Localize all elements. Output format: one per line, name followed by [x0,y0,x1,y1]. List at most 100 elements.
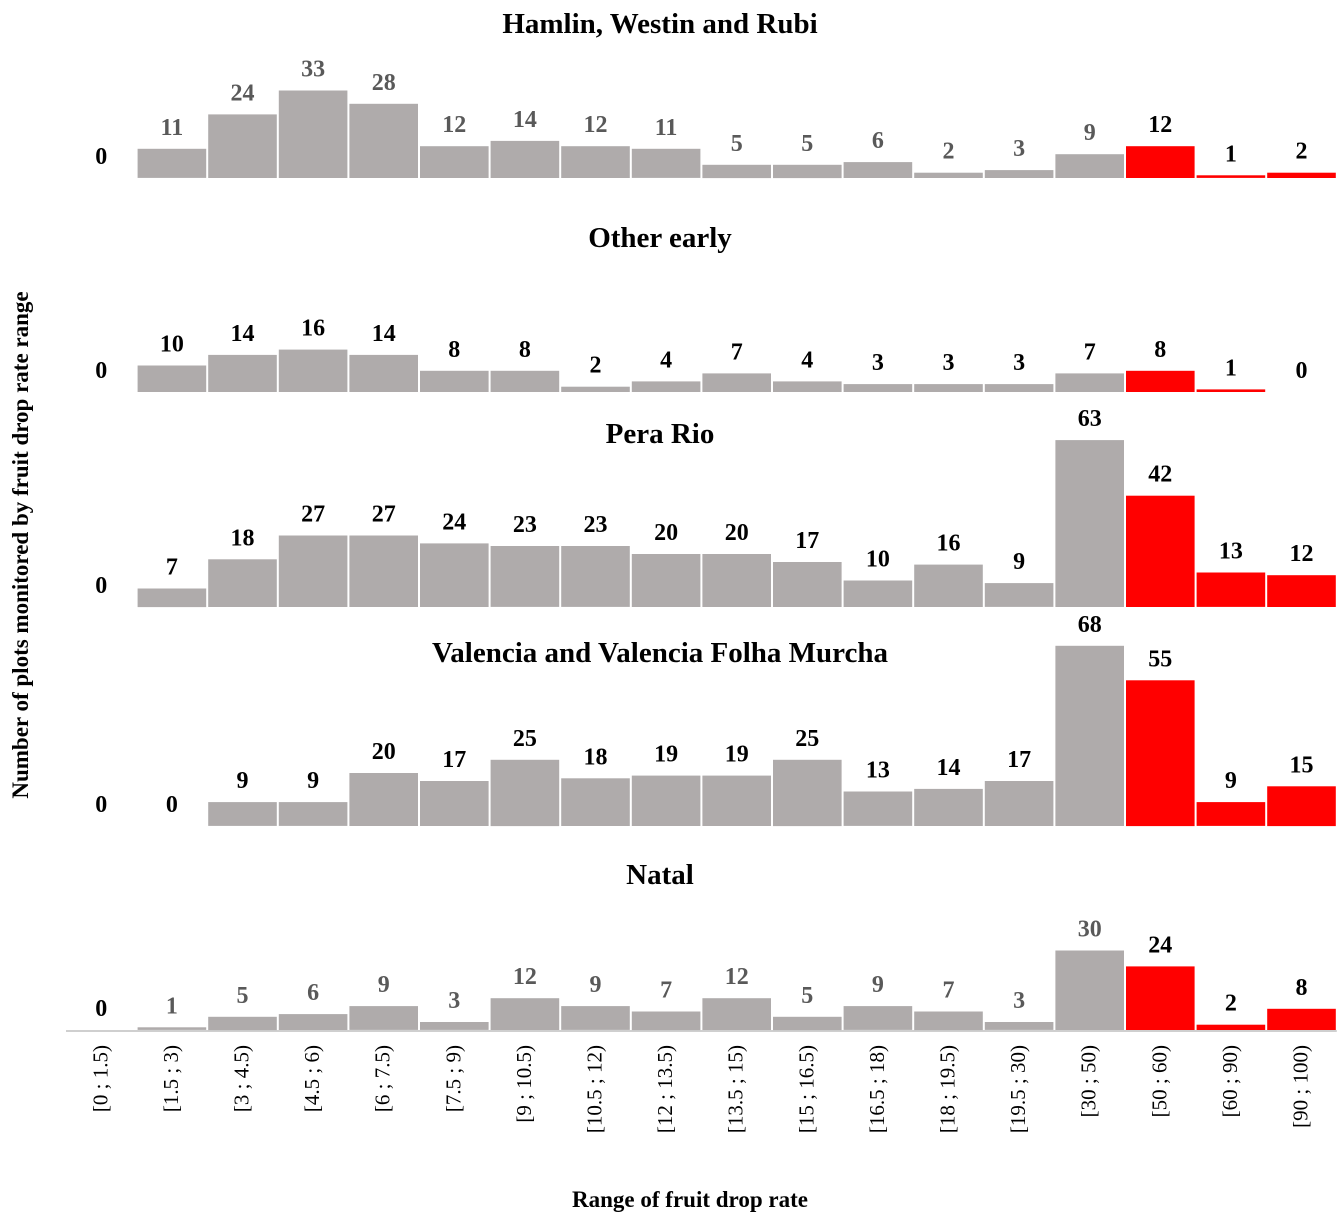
bar-2-16 [1126,370,1195,392]
value-label: 12 [513,964,537,990]
bar-4-6 [420,781,489,826]
value-label: 6 [872,128,884,154]
bar-1-11 [773,164,842,179]
bar-5-18 [1267,1008,1336,1030]
x-tick-label: [16.5 ; 18) [865,1045,889,1133]
value-label: 17 [442,747,466,773]
value-label: 12 [1148,112,1172,138]
value-label: 1 [1225,355,1237,381]
bar-5-9 [631,1011,701,1031]
value-label: 5 [731,131,743,157]
value-label: 17 [1007,747,1031,773]
value-label: 1 [166,993,178,1019]
bar-4-15 [1055,645,1124,826]
value-label: 24 [442,509,466,535]
bar-3-14 [984,583,1054,607]
x-axis-title: Range of fruit drop rate [572,1187,808,1212]
value-label: 0 [95,996,107,1022]
value-label: 12 [725,964,749,990]
value-label: 14 [937,755,961,781]
value-label: 25 [795,726,819,752]
value-label: 24 [231,80,255,106]
panel-3: Pera Rio 0 7 18 27 27 24 23 23 20 20 17 10 16 9 63 42 13 1… [95,406,1336,608]
bar-4-17 [1196,802,1266,826]
value-label: 0 [166,792,178,818]
bar-2-10 [702,373,771,392]
bar-2-8 [561,386,630,392]
value-label: 5 [801,131,813,157]
bar-2-4 [278,349,348,392]
bar-5-14 [984,1022,1054,1030]
value-label: 0 [95,358,107,384]
value-label: 24 [1148,932,1172,958]
bar-3-3 [208,559,277,607]
value-label: 7 [166,555,178,581]
y-axis-title: Number of plots monitored by fruit drop … [8,291,33,798]
x-tick-label: [30 ; 50) [1077,1045,1101,1117]
value-label: 42 [1148,462,1172,488]
bar-4-9 [631,775,701,826]
bar-4-11 [773,759,842,827]
bar-1-18 [1267,172,1336,178]
bar-2-11 [773,381,842,392]
x-tick-labels: [0 ; 1.5) [1.5 ; 3) [3 ; 4.5) [4.5 ; 6) [6 ;… [88,1045,1312,1133]
value-label: 20 [372,739,396,765]
value-label: 2 [590,353,602,379]
value-label: 20 [725,520,749,546]
bar-1-7 [490,140,560,178]
bar-4-16 [1126,680,1195,827]
value-label: 7 [731,339,743,365]
bar-4-18 [1267,786,1336,827]
bar-3-2 [137,588,207,608]
value-label: 20 [654,520,678,546]
value-label: 13 [1219,539,1243,565]
bar-3-4 [278,535,348,607]
bar-5-13 [914,1011,983,1031]
bar-1-15 [1055,154,1124,178]
bar-3-12 [843,580,913,607]
value-label: 19 [725,742,749,768]
value-label: 9 [1084,120,1096,146]
value-label: 30 [1078,917,1102,943]
bar-5-8 [561,1006,630,1030]
x-tick-label: [3 ; 4.5) [230,1045,254,1112]
value-label: 0 [95,144,107,170]
value-label: 4 [801,347,813,373]
bar-5-17 [1196,1024,1266,1030]
x-tick-label: [18 ; 19.5) [936,1045,960,1133]
value-label: 25 [513,726,537,752]
bar-2-7 [490,370,560,392]
value-label: 27 [372,502,396,528]
x-tick-label: [0 ; 1.5) [88,1045,112,1112]
value-label: 7 [943,978,955,1004]
panel-4: Valencia and Valencia Folha Murcha 0 0 9 9 20… [95,612,1336,827]
bar-2-17 [1196,389,1266,392]
value-label: 16 [937,531,961,557]
x-tick-label: [50 ; 60) [1147,1045,1171,1117]
value-label: 3 [872,350,884,376]
value-label: 7 [1084,339,1096,365]
value-label: 8 [1154,337,1166,363]
value-label: 11 [161,115,184,141]
value-label: 17 [795,528,819,554]
bar-1-8 [561,146,630,178]
value-label: 18 [584,744,608,770]
value-label: 3 [943,350,955,376]
bar-4-12 [843,791,913,826]
value-label: 9 [237,768,249,794]
x-tick-label: [13.5 ; 15) [724,1045,748,1133]
x-tick-label: [19.5 ; 30) [1006,1045,1030,1133]
bar-4-8 [561,778,630,826]
value-label: 16 [301,316,325,342]
bar-1-5 [349,103,418,178]
bar-1-3 [208,114,277,178]
bar-3-11 [773,562,842,607]
bar-3-7 [490,546,560,607]
bar-3-17 [1196,572,1266,607]
value-label: 2 [1296,139,1308,165]
x-tick-label: [60 ; 90) [1218,1045,1242,1117]
value-label: 12 [442,112,466,138]
x-tick-label: [90 ; 100) [1289,1045,1313,1128]
